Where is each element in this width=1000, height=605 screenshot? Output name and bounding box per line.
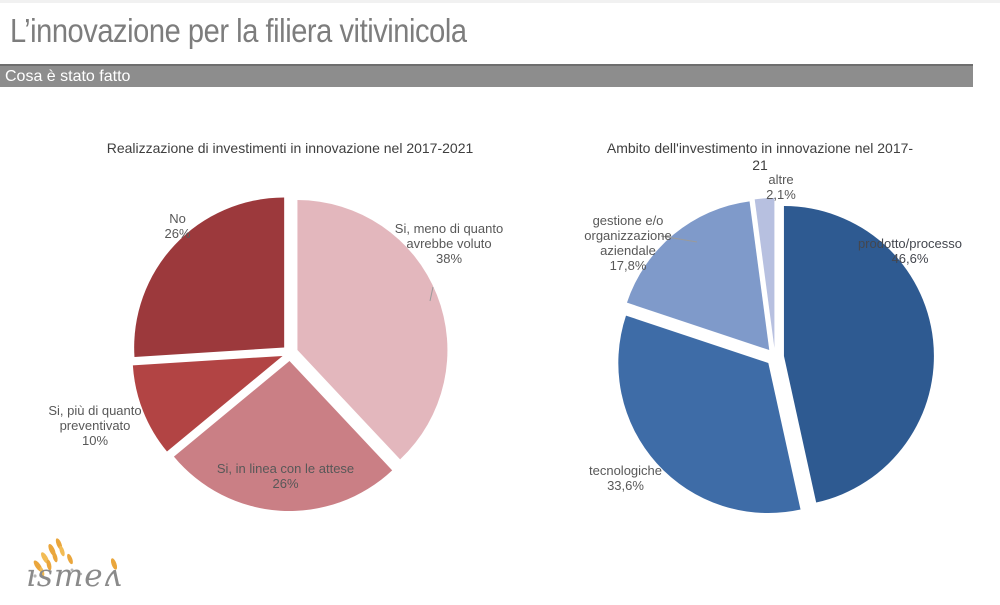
logo-speck-icon: [70, 568, 74, 572]
left-pie-chart: [132, 197, 448, 511]
label-tecnologiche: tecnologiche 33,6%: [589, 463, 662, 493]
section-bar-label: Cosa è stato fatto: [5, 68, 131, 85]
pie-slice: [754, 198, 775, 349]
pie-slice: [297, 200, 448, 460]
wheat-grain-icon: [67, 553, 73, 565]
section-bar: Cosa è stato fatto: [0, 64, 973, 87]
leader-line-38pct: [429, 286, 434, 302]
leader-line-gestione: [660, 235, 698, 243]
label-si-meno: Si, meno di quanto avrebbe voluto 38%: [394, 221, 504, 266]
pie-slice: [173, 360, 393, 511]
right-pie-chart: [618, 198, 934, 514]
wheat-grain-icon: [59, 545, 65, 557]
label-prodotto-processo: prodotto/processo 46,6%: [857, 236, 963, 266]
ismea-logo: ısmeʌ: [26, 558, 123, 594]
label-altre: altre 2,1%: [766, 172, 796, 202]
wheat-grain-icon: [110, 558, 118, 570]
top-edge-strip: [0, 0, 1000, 3]
left-chart-title: Realizzazione di investimenti in innovaz…: [106, 140, 474, 156]
ismea-logo-grains-icon: [33, 538, 118, 578]
wheat-grain-icon: [46, 559, 52, 571]
page-title: L’innovazione per la filiera vitivinicol…: [10, 12, 467, 49]
label-gestione: gestione e/o organizzazione aziendale 17…: [584, 213, 672, 273]
label-si-piu: Si, più di quanto preventivato 10%: [48, 403, 142, 448]
wheat-grain-icon: [39, 567, 45, 577]
pie-slice: [783, 206, 934, 503]
wheat-grain-icon: [52, 551, 58, 563]
pie-slice: [132, 355, 283, 452]
pie-slice: [618, 315, 801, 514]
right-chart-title: Ambito dell'investimento in innovazione …: [606, 140, 914, 173]
label-si-in-linea: Si, in linea con le attese 26%: [216, 461, 355, 491]
pie-slice: [626, 201, 770, 351]
label-no: No 26%: [164, 211, 191, 241]
logo-speck-icon: [79, 572, 83, 576]
pie-slice: [134, 197, 285, 357]
logo-speck-icon: [33, 574, 37, 578]
